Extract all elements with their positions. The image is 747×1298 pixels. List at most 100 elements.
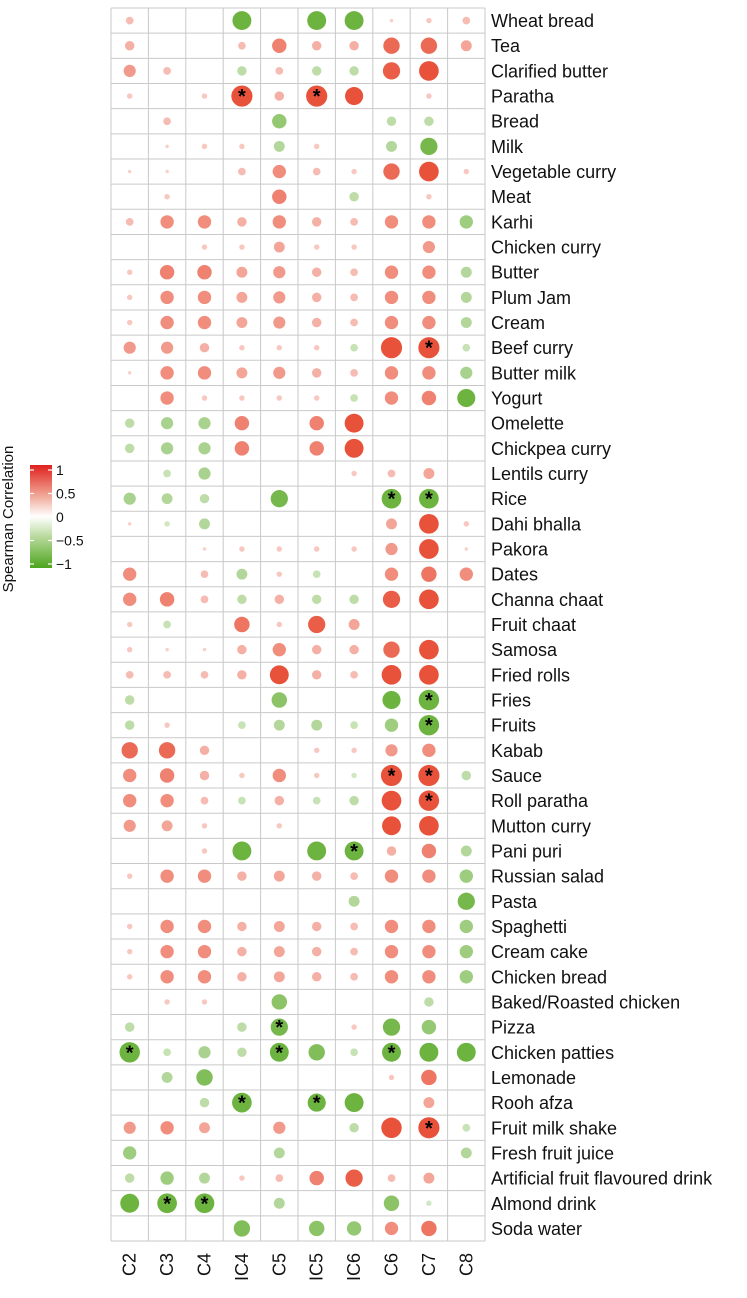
correlation-dot (380, 764, 403, 787)
legend-tick-label: −1 (56, 556, 72, 572)
row-label: Pakora (491, 540, 549, 560)
correlation-dot (460, 317, 472, 329)
correlation-dot (422, 944, 436, 959)
correlation-dot (422, 869, 436, 883)
correlation-dot (384, 366, 399, 380)
correlation-dot (459, 215, 473, 229)
correlation-dot (199, 1097, 210, 1108)
correlation-dot (426, 93, 432, 99)
correlation-dot (312, 796, 321, 805)
correlation-dot (197, 919, 212, 934)
correlation-dot (419, 539, 439, 559)
correlation-dot (239, 143, 245, 150)
correlation-dot (237, 1022, 247, 1032)
correlation-dot (422, 315, 436, 330)
correlation-dot (237, 66, 247, 76)
correlation-dot (160, 290, 174, 305)
correlation-dot (123, 768, 137, 783)
row-label: Butter (491, 263, 539, 283)
correlation-dot (381, 664, 402, 685)
correlation-dot (344, 438, 364, 458)
correlation-dot (273, 291, 286, 304)
correlation-dot (123, 341, 136, 354)
correlation-dot (457, 388, 476, 408)
correlation-dot (311, 217, 322, 227)
correlation-dot (238, 167, 246, 176)
correlation-dot (201, 244, 208, 250)
correlation-dot (350, 1048, 358, 1057)
correlation-dot (459, 944, 473, 959)
correlation-dot (200, 595, 209, 604)
correlation-dot (238, 721, 246, 730)
correlation-dot (381, 1117, 402, 1138)
correlation-dot (276, 571, 283, 577)
correlation-dot (421, 843, 437, 859)
correlation-dot (387, 1174, 396, 1182)
correlation-dot (419, 514, 439, 534)
row-label: Pani puri (491, 841, 562, 861)
correlation-dot (159, 264, 175, 280)
correlation-dot (239, 395, 245, 401)
correlation-dot (276, 621, 283, 628)
correlation-dot (197, 264, 212, 280)
correlation-dot (422, 366, 436, 380)
correlation-dot (418, 764, 440, 787)
correlation-dot (311, 267, 322, 277)
correlation-dot (382, 816, 401, 836)
correlation-dot (164, 521, 170, 527)
correlation-dot (349, 191, 359, 202)
correlation-dot (464, 547, 469, 551)
correlation-dot (270, 1018, 288, 1036)
correlation-dot (238, 41, 246, 50)
correlation-dot (313, 244, 320, 250)
correlation-dot (384, 869, 399, 883)
row-label: Meat (491, 187, 531, 207)
correlation-dot (420, 37, 438, 54)
significance-star: * (425, 1118, 433, 1140)
correlation-dot (237, 1047, 247, 1058)
correlation-dot (269, 1042, 289, 1062)
correlation-dot (383, 641, 400, 658)
correlation-dot (164, 999, 170, 1005)
correlation-dot (344, 413, 364, 433)
correlation-dot (199, 518, 210, 530)
correlation-dot (273, 870, 285, 882)
correlation-dot (275, 1174, 284, 1182)
correlation-dot (234, 616, 250, 633)
correlation-dot (350, 947, 358, 956)
row-label: Spaghetti (491, 917, 567, 937)
correlation-dot (160, 1121, 174, 1135)
correlation-dot (239, 344, 245, 351)
correlation-dot (462, 343, 471, 352)
correlation-dot (237, 670, 247, 680)
correlation-dot (460, 845, 472, 857)
correlation-dot (276, 546, 283, 552)
row-label: Wheat bread (491, 11, 594, 31)
correlation-dot (197, 970, 212, 984)
correlation-dot (463, 521, 470, 527)
row-label: Dahi bhalla (491, 514, 582, 534)
correlation-dot (124, 720, 135, 730)
correlation-dot (273, 140, 285, 152)
correlation-dot (121, 742, 138, 759)
correlation-dot (160, 793, 174, 808)
correlation-dot (165, 144, 169, 149)
correlation-dot (200, 796, 209, 805)
correlation-dot (313, 772, 320, 779)
correlation-dot (126, 621, 133, 628)
correlation-dot (419, 639, 439, 660)
significance-star: * (238, 86, 246, 108)
correlation-dot (351, 772, 357, 779)
correlation-dot (123, 1146, 137, 1160)
correlation-dot (231, 85, 253, 107)
correlation-dot (201, 823, 208, 829)
correlation-dot (273, 316, 286, 329)
row-label: Pasta (491, 892, 538, 912)
row-label: Channa chaat (491, 590, 603, 610)
correlation-dot (384, 391, 399, 405)
correlation-dot (163, 620, 171, 629)
correlation-dot (163, 117, 171, 126)
correlation-dot (311, 368, 322, 378)
significance-star: * (238, 1093, 246, 1115)
correlation-cells: * * * * * * * * * * * * * * * * * * * * (119, 11, 476, 1237)
